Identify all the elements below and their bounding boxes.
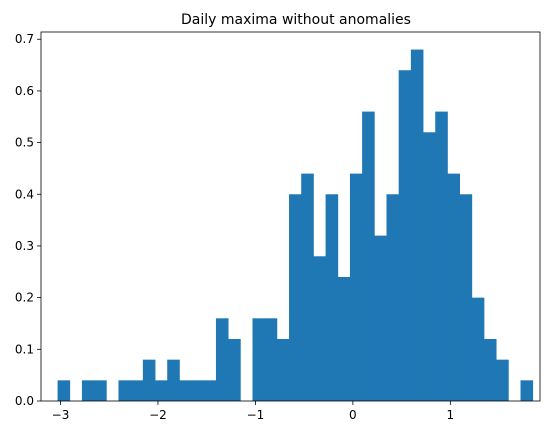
x-tick-label: 1	[447, 408, 455, 422]
histogram-bar	[520, 380, 534, 401]
histogram-bar	[374, 235, 387, 401]
histogram-bar	[301, 173, 314, 401]
histogram-bar	[94, 380, 107, 401]
x-tick-label: −3	[52, 408, 70, 422]
histogram-bar	[447, 173, 460, 401]
histogram-bar	[337, 276, 351, 401]
y-tick-label: 0.3	[15, 239, 34, 253]
histogram-bar	[57, 380, 71, 401]
bars-group	[57, 49, 534, 402]
x-tick-label: −2	[149, 408, 167, 422]
y-axis-ticks: 0.0 0.1 0.2 0.3 0.4 0.5 0.6 0.7	[15, 32, 41, 408]
histogram-bar	[471, 297, 485, 401]
histogram-bar	[118, 380, 132, 401]
histogram-bar	[264, 318, 278, 401]
histogram-bar	[496, 359, 509, 401]
histogram-bar	[459, 194, 473, 401]
histogram-bar	[276, 338, 290, 401]
histogram-bar	[215, 318, 229, 401]
histogram-bar	[81, 380, 95, 401]
y-tick-label: 0.0	[15, 394, 34, 408]
axes-group	[40, 31, 541, 402]
x-axis-ticks: −3 −2 −1 0 1	[52, 401, 455, 422]
histogram-bar	[203, 380, 217, 401]
chart-title: Daily maxima without anomalies	[181, 12, 411, 28]
histogram-bar	[483, 338, 497, 401]
histogram-bar	[155, 380, 168, 401]
histogram-bar	[228, 338, 241, 401]
histogram-bar	[179, 380, 192, 401]
histogram-bar	[423, 132, 436, 401]
x-tick-label: −1	[247, 408, 265, 422]
histogram-bar	[435, 111, 448, 401]
plot-frame	[40, 31, 541, 402]
histogram-bar	[167, 359, 180, 401]
histogram-bar	[325, 194, 339, 401]
y-tick-label: 0.2	[15, 291, 34, 305]
y-tick-label: 0.6	[15, 84, 34, 98]
histogram-bar	[398, 70, 412, 402]
histogram-bar	[142, 359, 156, 401]
histogram-bar	[410, 49, 424, 401]
histogram-bar	[386, 194, 400, 401]
histogram-bar	[349, 173, 363, 401]
histogram-bar	[362, 111, 375, 401]
y-tick-label: 0.1	[15, 342, 34, 356]
y-tick-label: 0.5	[15, 136, 34, 150]
histogram-bar	[313, 256, 326, 401]
histogram-bar	[252, 318, 266, 401]
y-tick-label: 0.7	[15, 32, 34, 46]
histogram-bar	[289, 194, 302, 401]
x-tick-label: 0	[349, 408, 357, 422]
y-tick-label: 0.4	[15, 187, 34, 201]
histogram-bar	[130, 380, 144, 401]
histogram-bar	[191, 380, 205, 401]
